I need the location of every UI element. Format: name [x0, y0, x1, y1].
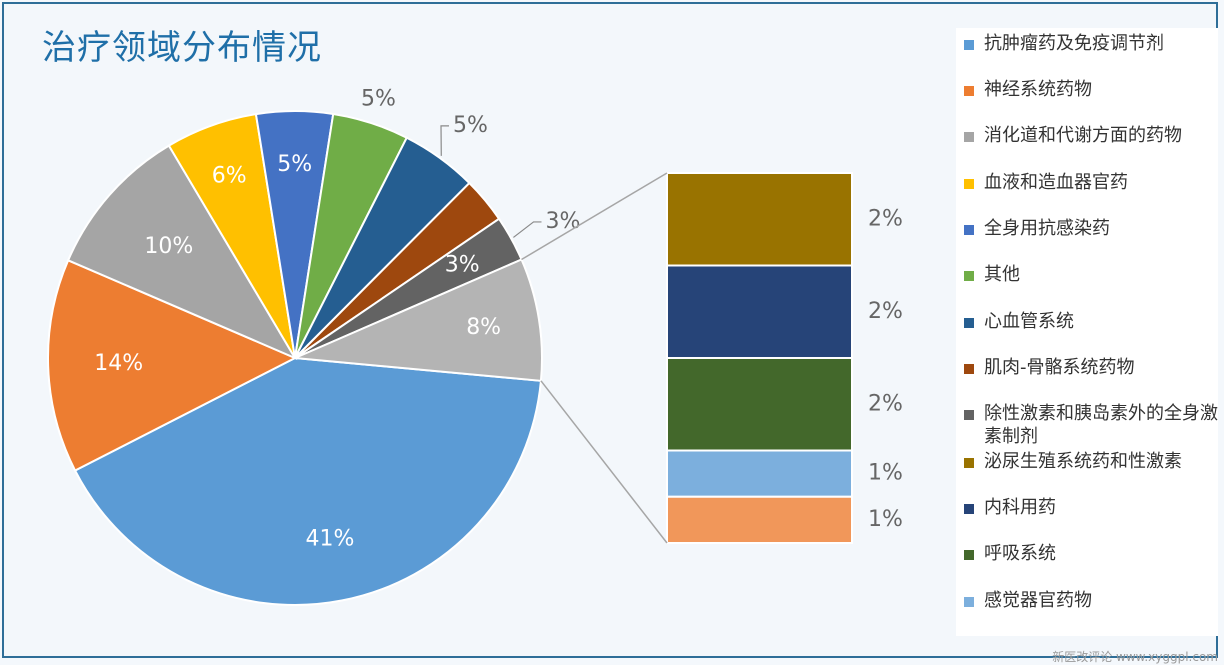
legend-swatch [964, 318, 974, 328]
connector-line-bottom [540, 380, 668, 544]
legend-label: 抗肿瘤药及免疫调节剂 [984, 33, 1164, 54]
bar-label-1: 2% [868, 206, 903, 231]
pie-slice-3 [66, 144, 298, 361]
pie-slice-1 [73, 356, 543, 606]
chart-title: 治疗领域分布情况 [42, 28, 322, 68]
slice-label-9: 3% [445, 253, 480, 278]
legend-swatch [964, 40, 974, 50]
slice-label-5: 5% [277, 152, 312, 177]
slice-label-6: 5% [361, 86, 396, 111]
legend-label: 神经系统药物 [984, 79, 1092, 100]
legend-swatch [964, 179, 974, 189]
slice-label-4: 6% [212, 163, 247, 188]
legend-label: 感觉器官药物 [984, 590, 1092, 611]
legend-swatch [964, 225, 974, 235]
bar-label-5: 1% [868, 507, 903, 532]
legend-swatch [964, 271, 974, 281]
legend-swatch [964, 597, 974, 607]
legend-label: 心血管系统 [984, 311, 1074, 332]
bar-segment-1 [666, 172, 853, 267]
legend-label: 呼吸系统 [984, 543, 1056, 564]
slice-label-2: 14% [94, 351, 143, 376]
legend-label: 血液和造血器官药 [984, 172, 1128, 193]
slice-label-10: 8% [466, 315, 501, 340]
legend-swatch [964, 458, 974, 468]
slice-label-1: 41% [305, 526, 354, 551]
legend-swatch [964, 86, 974, 96]
slice-outer-label-9: 3% [546, 209, 581, 234]
watermark: 新医改评论 www.xyggpl.com [1052, 650, 1218, 664]
slice-label-7: 5% [453, 113, 488, 138]
legend-label: 全身用抗感染药 [984, 218, 1110, 239]
legend-label: 内科用药 [984, 497, 1056, 518]
pie-slice-10 [294, 258, 543, 382]
legend-label: 消化道和代谢方面的药物 [984, 125, 1182, 146]
legend-label: 其他 [984, 264, 1020, 285]
legend-swatch [964, 132, 974, 142]
leader-line-9 [513, 221, 542, 238]
bar-segment-5 [666, 495, 853, 544]
legend-label: 肌肉-骨骼系统药物 [984, 357, 1135, 378]
legend-label: 除性激素和胰岛素外的全身激素制剂 [984, 403, 1218, 447]
bar-segment-4 [666, 449, 853, 498]
slice-label-3: 10% [144, 234, 193, 259]
legend-swatch [964, 550, 974, 560]
bar-label-3: 2% [868, 391, 903, 416]
bar-segment-2 [666, 264, 853, 359]
legend-swatch [964, 364, 974, 374]
connector-line-top [521, 172, 668, 261]
legend-swatch [964, 504, 974, 514]
chart-legend: 抗肿瘤药及免疫调节剂 神经系统药物消化道和代谢方面的药物 血液和造血器官药 全身用抗感… [956, 28, 1218, 636]
pie-slice-2 [47, 258, 298, 472]
legend-label: 泌尿生殖系统药和性激素 [984, 451, 1182, 472]
bar-label-2: 2% [868, 299, 903, 324]
legend-swatch [964, 410, 974, 420]
bar-label-4: 1% [868, 461, 903, 486]
bar-segment-3 [666, 357, 853, 452]
